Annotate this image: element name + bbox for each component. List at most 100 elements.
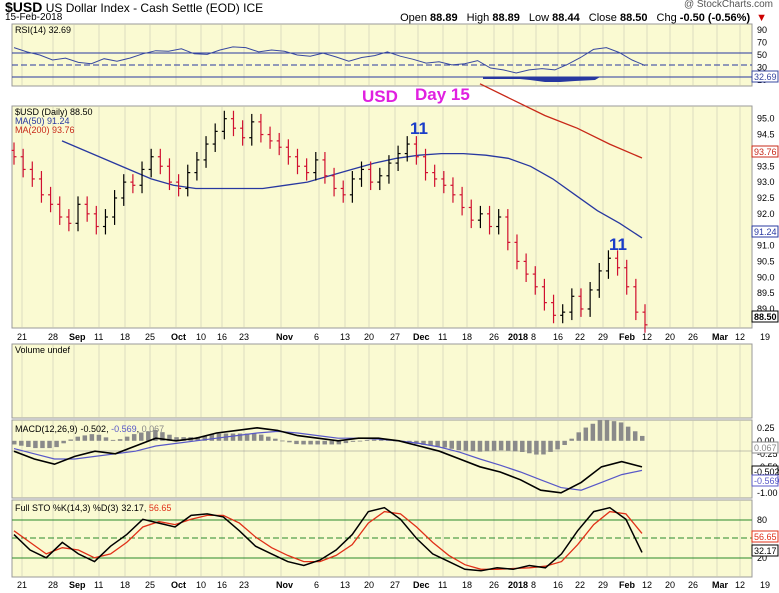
x-axis-label: 20 <box>665 332 675 342</box>
x-axis-label: 19 <box>760 580 770 590</box>
price-bar <box>166 158 172 191</box>
price-bar <box>84 196 90 222</box>
price-bar <box>551 294 557 324</box>
x-axis-label: 16 <box>553 580 563 590</box>
chart-title: $USD US Dollar Index - Cash Settle (EOD)… <box>5 0 263 15</box>
x-axis-label: Feb <box>619 332 636 342</box>
price-bar <box>340 180 346 203</box>
macd-hist-bar <box>82 435 88 441</box>
x-axis-label: 28 <box>48 332 58 342</box>
macd-hist-bar <box>33 440 38 449</box>
price-bar <box>212 123 218 152</box>
rsi-tick: 30 <box>757 62 767 72</box>
macd-hist-bar <box>54 440 59 448</box>
macd-hist-bar <box>19 440 24 446</box>
x-axis-label: 6 <box>314 580 319 590</box>
price-bar <box>349 171 355 203</box>
x-axis-label: 18 <box>120 580 130 590</box>
macd-hist-bar <box>131 434 137 441</box>
price-legend: $USD (Daily) 88.50 <box>15 107 93 117</box>
macd-hist-bar <box>541 440 546 455</box>
macd-hist-bar <box>117 439 123 441</box>
price-bar <box>505 209 511 251</box>
price-bar <box>386 155 392 184</box>
rsi-tick: 70 <box>757 38 767 48</box>
x-axis-label: 27 <box>390 580 400 590</box>
x-axis-label: Oct <box>171 580 186 590</box>
macd-hist-bar <box>273 438 278 441</box>
price-bar <box>249 113 255 146</box>
price-bar <box>615 250 621 276</box>
price-bar <box>313 151 319 181</box>
x-axis-label: 16 <box>217 332 227 342</box>
macd-hist-bar <box>153 430 158 441</box>
macd-hist-bar <box>597 419 603 441</box>
macd-hist-bar <box>209 434 215 441</box>
macd-hist-bar <box>505 440 511 451</box>
macd-hist-bar <box>244 433 250 441</box>
price-bar <box>112 190 118 225</box>
macd-hist-bar <box>103 437 109 441</box>
macd-hist-bar <box>442 440 447 448</box>
x-axis-label: 29 <box>598 580 608 590</box>
macd-hist-bar <box>280 440 285 442</box>
price-bar <box>93 205 99 235</box>
price-tick: 93.0 <box>757 177 775 187</box>
price-bar <box>560 304 566 324</box>
macd-hist-bar <box>195 436 200 441</box>
price-bar <box>157 148 163 175</box>
macd-hist-bar <box>251 433 257 441</box>
price-bar <box>29 161 35 187</box>
macd-hist-bar <box>512 440 518 452</box>
price-bar <box>176 174 182 197</box>
macd-hist-bar <box>378 439 384 441</box>
x-axis-label: 25 <box>145 332 155 342</box>
price-bar <box>368 161 374 191</box>
x-axis-label: 23 <box>239 580 249 590</box>
value-tags: 32.69 93.76 91.24 88.50 0.067 -0.502 -0.… <box>751 70 779 557</box>
macd-tick: -0.25 <box>757 449 778 459</box>
price-bar <box>322 151 328 184</box>
price-bar <box>359 161 365 187</box>
x-axis-label: 19 <box>760 332 770 342</box>
rsi-tick: 90 <box>757 25 767 35</box>
price-bar <box>587 282 593 317</box>
macd-hist-bar <box>421 440 426 445</box>
price-bars <box>11 110 648 333</box>
macd-hist-bar <box>237 433 243 441</box>
macd-hist-bar <box>527 440 532 454</box>
sto-k-line <box>13 506 643 572</box>
price-bar <box>66 209 72 232</box>
x-axis-label: 21 <box>17 332 27 342</box>
macd-hist-bar <box>266 436 271 441</box>
price-bar <box>285 139 291 165</box>
macd-hist-bar <box>534 440 539 455</box>
close-value: 88.50 <box>619 12 648 24</box>
macd-hist-bar <box>12 440 17 445</box>
price-bar <box>395 145 401 172</box>
sto-legend-k: 32.17 <box>121 503 144 513</box>
x-axis-label: 12 <box>642 580 652 590</box>
price-bar <box>432 164 438 187</box>
x-axis-label: Sep <box>69 332 86 342</box>
price-bar <box>541 278 547 311</box>
macd-hist-bar <box>555 440 560 450</box>
macd-hist-bar <box>414 440 419 444</box>
macd-hist-bar <box>470 440 476 452</box>
x-axis-label: 18 <box>462 332 472 342</box>
price-bar <box>258 113 264 143</box>
rsi-line <box>13 46 646 74</box>
price-bar <box>450 177 456 203</box>
chg-value: -0.50 (-0.56%) <box>679 12 751 24</box>
macd-hist-bar <box>548 440 553 452</box>
price-bar <box>413 136 419 165</box>
macd-hist-bar <box>583 427 589 441</box>
macd-tick: 0.00 <box>757 436 775 446</box>
price-bar <box>578 288 584 317</box>
macd-hist-bar <box>604 419 610 441</box>
price-bar <box>38 171 44 203</box>
macd-hist-bar <box>576 432 581 441</box>
macd-signal-line <box>13 430 643 491</box>
x-axis-label: 26 <box>489 580 499 590</box>
